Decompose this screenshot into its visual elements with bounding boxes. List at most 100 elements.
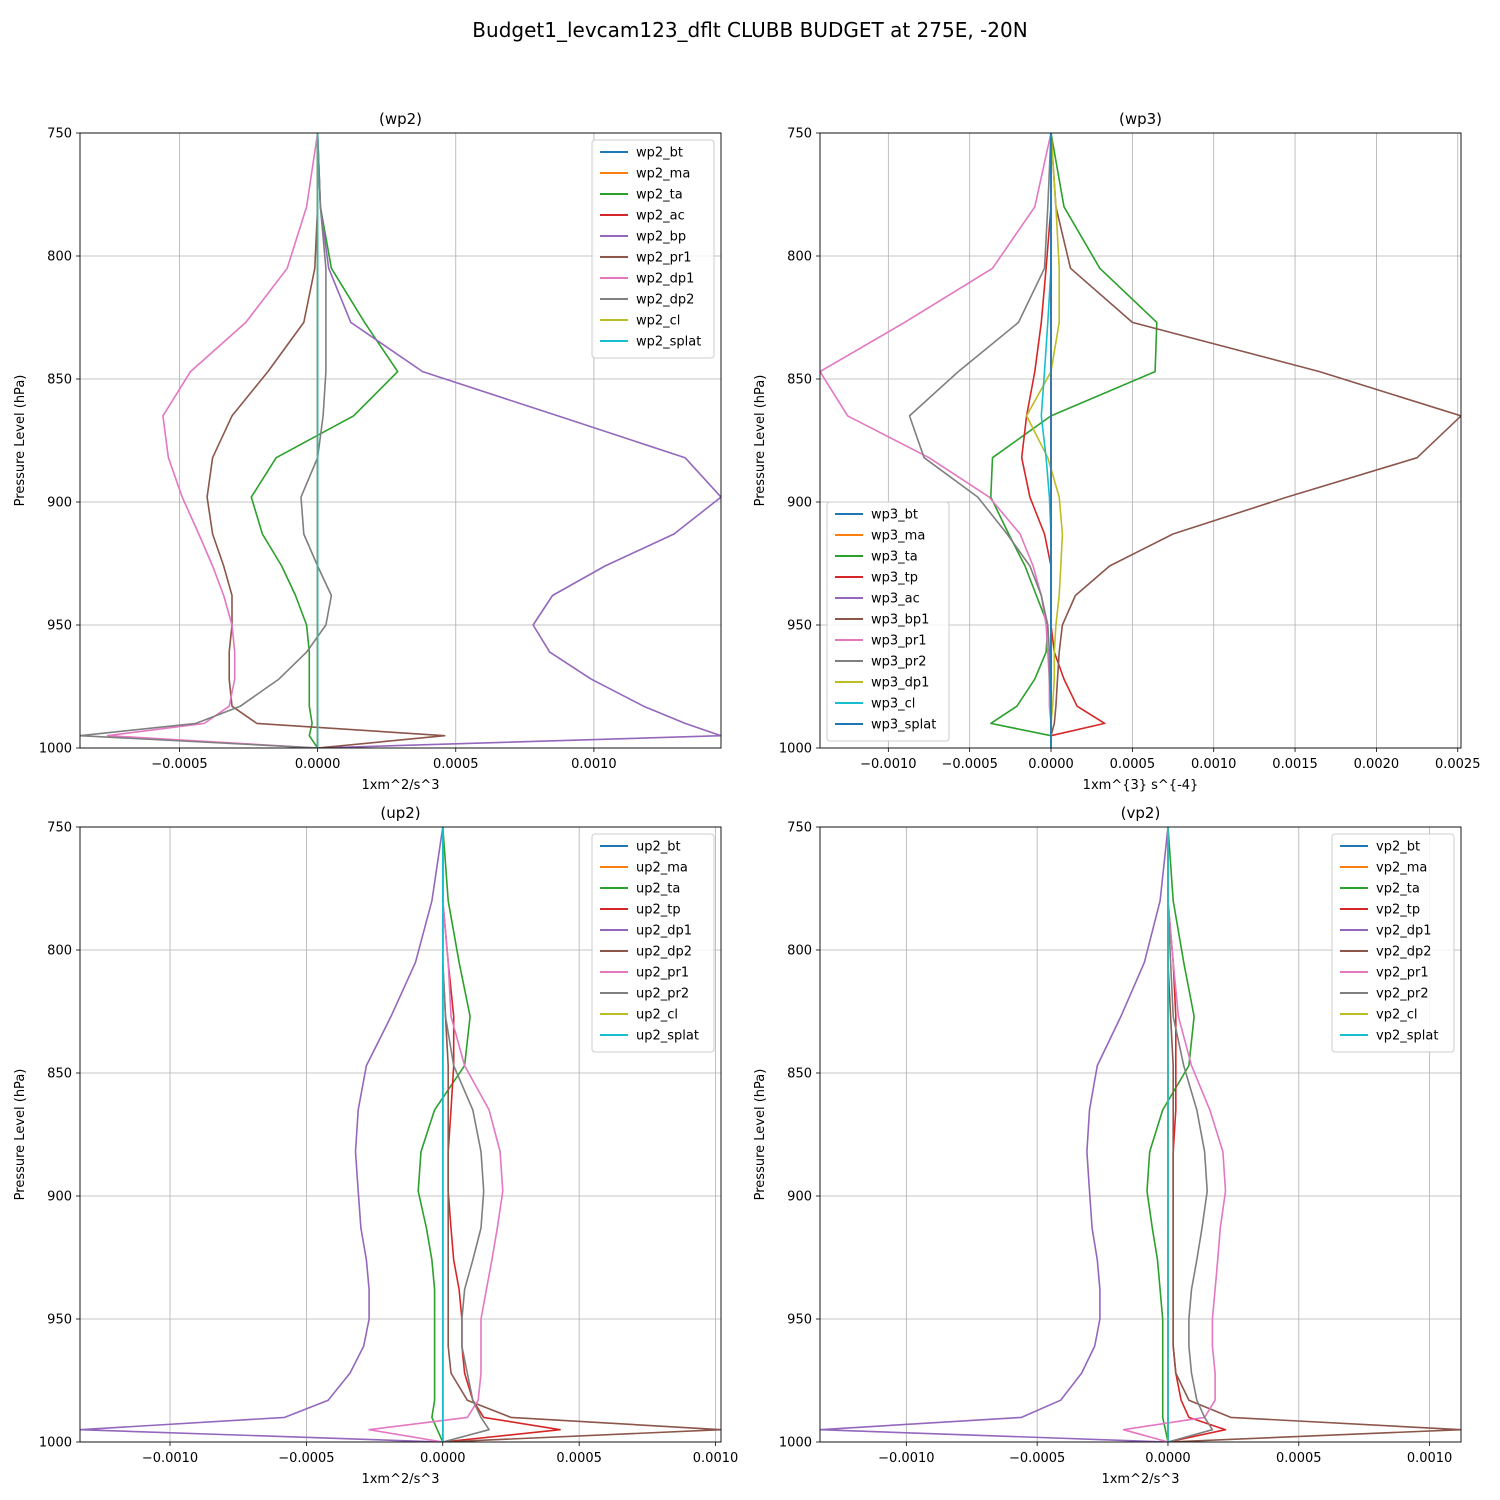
- y-axis-label: Pressure Level (hPa): [753, 1069, 768, 1201]
- x-tick-label: 0.0015: [1272, 757, 1318, 772]
- series-line-wp3_pr1: [820, 133, 1052, 748]
- panel-vp2: −0.0010 −0.0005 0.0000 0.0005 0.0010 750 800 85…: [753, 804, 1462, 1487]
- legend-label-wp2_cl: wp2_cl: [636, 314, 680, 329]
- series-line-vp2_pr1: [1122, 827, 1227, 1442]
- legend: vp2_bt vp2_ma vp2_ta vp2_tp vp2_dp1 vp2_dp2vp…: [1331, 833, 1455, 1053]
- legend-label-up2_dp1: up2_dp1: [636, 924, 692, 939]
- y-tick-label: 800: [47, 944, 72, 959]
- series-group: [80, 133, 721, 748]
- x-tick-label: 0.0000: [295, 757, 341, 772]
- legend-label-wp3_dp1: wp3_dp1: [871, 676, 929, 691]
- y-tick-label: 900: [47, 496, 72, 511]
- series-line-wp3_bp1: [1050, 133, 1461, 748]
- panel-title: (vp2): [1121, 804, 1161, 822]
- legend-label-wp2_bp: wp2_bp: [636, 230, 686, 245]
- y-tick-label: 900: [787, 496, 812, 511]
- panel-title: (wp2): [379, 110, 422, 128]
- x-tick-label: 0.0005: [1110, 757, 1156, 772]
- series-line-wp2_dp2: [80, 133, 333, 748]
- y-tick-label: 950: [787, 1313, 812, 1328]
- y-tick-label: 850: [787, 373, 812, 388]
- series-group: [80, 827, 721, 1442]
- y-axis-label: Pressure Level (hPa): [13, 1069, 28, 1201]
- axes-frame: [79, 826, 722, 1443]
- series-line-up2_pr1: [368, 827, 504, 1442]
- series-line-up2_ta: [417, 827, 471, 1442]
- y-tick-label: 750: [47, 127, 72, 142]
- x-tick-label: 0.0000: [420, 1451, 466, 1466]
- y-tick-label: 1000: [779, 742, 812, 757]
- series-line-up2_tp: [441, 827, 561, 1442]
- legend-label-vp2_dp1: vp2_dp1: [1376, 924, 1432, 939]
- legend-label-up2_splat: up2_splat: [636, 1029, 699, 1044]
- panels: −0.0005 0.0000 0.0005 0.0010 750 800 850 900 950…: [13, 110, 1480, 1487]
- x-axis-label: 1xm^2/s^3: [361, 1472, 439, 1487]
- y-tick-label: 950: [47, 1313, 72, 1328]
- panel-title: (up2): [380, 804, 420, 822]
- legend-label-up2_pr2: up2_pr2: [636, 987, 689, 1002]
- x-tick-label: 0.0000: [1028, 757, 1074, 772]
- legend-label-wp3_cl: wp3_cl: [871, 697, 915, 712]
- series-group: [820, 133, 1461, 748]
- legend-label-wp3_bp1: wp3_bp1: [871, 613, 929, 628]
- legend-label-wp3_pr1: wp3_pr1: [871, 634, 927, 649]
- axes-frame: [819, 826, 1462, 1443]
- legend-label-up2_cl: up2_cl: [636, 1008, 678, 1023]
- y-tick-label: 850: [787, 1067, 812, 1082]
- x-tick-label: 0.0010: [571, 757, 617, 772]
- legend-label-wp2_ac: wp2_ac: [636, 209, 685, 224]
- legend-label-wp3_ma: wp3_ma: [871, 529, 925, 544]
- legend-label-vp2_pr1: vp2_pr1: [1376, 966, 1429, 981]
- x-tick-label: 0.0005: [433, 757, 479, 772]
- y-tick-label: 850: [47, 373, 72, 388]
- legend-label-up2_ta: up2_ta: [636, 882, 680, 897]
- series-line-wp3_ta: [989, 133, 1158, 748]
- series-line-wp3_tp: [1020, 133, 1106, 748]
- legend-label-up2_dp2: up2_dp2: [636, 945, 692, 960]
- legend-label-up2_ma: up2_ma: [636, 861, 688, 876]
- series-line-up2_dp1: [80, 827, 444, 1442]
- y-tick-label: 1000: [39, 742, 72, 757]
- legend-label-wp3_pr2: wp3_pr2: [871, 655, 927, 670]
- legend-label-vp2_ma: vp2_ma: [1376, 861, 1427, 876]
- panel-title: (wp3): [1119, 110, 1162, 128]
- y-tick-label: 800: [787, 250, 812, 265]
- x-tick-label: −0.0005: [941, 757, 997, 772]
- legend-label-wp2_ta: wp2_ta: [636, 188, 683, 203]
- x-tick-label: 0.0010: [1407, 1451, 1453, 1466]
- x-axis-label: 1xm^{3} s^{-4}: [1083, 778, 1199, 793]
- legend-label-wp3_tp: wp3_tp: [871, 571, 918, 586]
- y-tick-label: 800: [47, 250, 72, 265]
- legend-label-wp2_splat: wp2_splat: [636, 335, 701, 350]
- legend-label-wp3_splat: wp3_splat: [871, 718, 936, 733]
- legend-label-up2_pr1: up2_pr1: [636, 966, 689, 981]
- panel-up2: −0.0010 −0.0005 0.0000 0.0005 0.0010 750 800 85…: [13, 804, 738, 1487]
- y-tick-label: 950: [47, 619, 72, 634]
- figure-title: Budget1_levcam123_dflt CLUBB BUDGET at 2…: [472, 18, 1027, 42]
- x-tick-label: 0.0010: [693, 1451, 739, 1466]
- x-tick-label: −0.0010: [878, 1451, 934, 1466]
- legend-label-vp2_tp: vp2_tp: [1376, 903, 1420, 918]
- legend-label-wp2_ma: wp2_ma: [636, 167, 690, 182]
- series-line-vp2_ta: [1146, 827, 1195, 1442]
- y-tick-label: 750: [47, 821, 72, 836]
- series-group: [820, 827, 1461, 1442]
- axes-frame: [819, 132, 1462, 749]
- panel-wp3: −0.0010 −0.0005 0.0000 0.0005 0.0010 0.0015 0.…: [753, 110, 1480, 793]
- series-line-vp2_pr2: [1167, 827, 1214, 1442]
- y-tick-label: 750: [787, 821, 812, 836]
- legend-label-vp2_ta: vp2_ta: [1376, 882, 1420, 897]
- legend-label-vp2_cl: vp2_cl: [1376, 1008, 1417, 1023]
- x-tick-label: −0.0010: [142, 1451, 198, 1466]
- series-line-wp2_dp1: [106, 133, 319, 748]
- x-axis-label: 1xm^2/s^3: [361, 778, 439, 793]
- x-tick-label: 0.0000: [1145, 1451, 1191, 1466]
- legend-label-wp2_dp1: wp2_dp1: [636, 272, 694, 287]
- series-line-wp2_bp: [316, 133, 721, 748]
- legend-label-wp2_dp2: wp2_dp2: [636, 293, 694, 308]
- y-tick-label: 750: [787, 127, 812, 142]
- legend-label-wp3_bt: wp3_bt: [871, 508, 918, 523]
- legend-label-vp2_pr2: vp2_pr2: [1376, 987, 1429, 1002]
- x-tick-label: 0.0005: [556, 1451, 602, 1466]
- series-line-up2_pr2: [441, 827, 490, 1442]
